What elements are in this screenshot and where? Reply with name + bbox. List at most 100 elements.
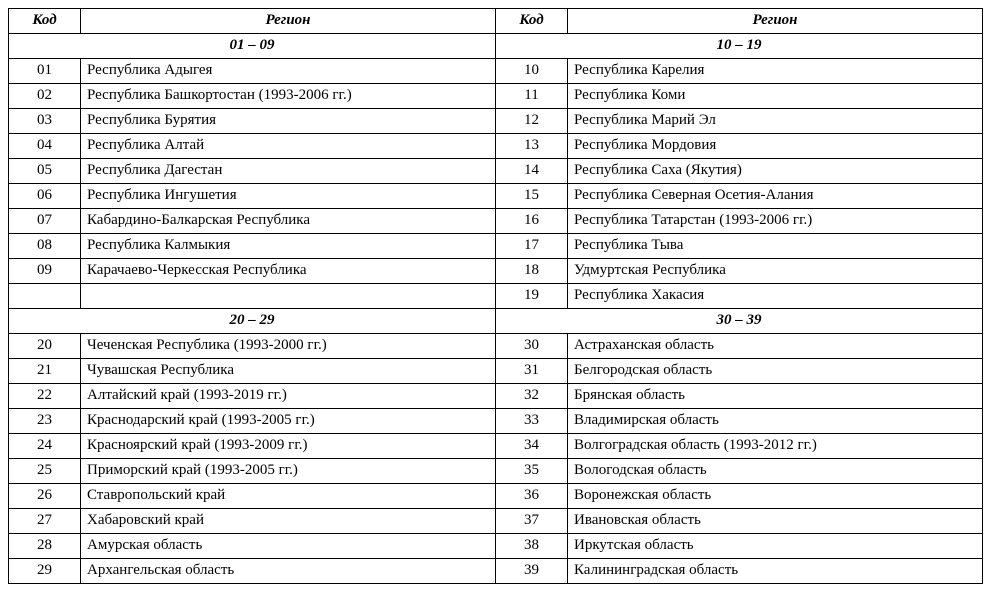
code-cell: 13 [496,134,568,159]
region-cell: Карачаево-Черкесская Республика [81,259,496,284]
col-header-region-right: Регион [568,9,983,34]
code-cell: 32 [496,384,568,409]
table-row: 03Республика Бурятия12Республика Марий Э… [9,109,983,134]
table-row: 09Карачаево-Черкесская Республика18Удмур… [9,259,983,284]
region-cell: Амурская область [81,534,496,559]
region-cell: Калининградская область [568,559,983,584]
code-cell: 29 [9,559,81,584]
region-cell: Республика Хакасия [568,284,983,309]
table-row: 26Ставропольский край36Воронежская облас… [9,484,983,509]
code-cell: 18 [496,259,568,284]
table-row: 29Архангельская область39Калининградская… [9,559,983,584]
region-cell: Республика Саха (Якутия) [568,159,983,184]
region-cell: Республика Ингушетия [81,184,496,209]
region-cell: Чувашская Республика [81,359,496,384]
region-cell: Иркутская область [568,534,983,559]
code-cell: 06 [9,184,81,209]
code-cell: 04 [9,134,81,159]
region-cell: Республика Коми [568,84,983,109]
table-row: 01Республика Адыгея10Республика Карелия [9,59,983,84]
code-cell: 38 [496,534,568,559]
region-cell: Республика Татарстан (1993-2006 гг.) [568,209,983,234]
code-cell: 25 [9,459,81,484]
table-row: 28Амурская область38Иркутская область [9,534,983,559]
code-cell: 24 [9,434,81,459]
region-cell: Краснодарский край (1993-2005 гг.) [81,409,496,434]
code-cell: 28 [9,534,81,559]
code-cell: 34 [496,434,568,459]
code-cell: 36 [496,484,568,509]
group-header-right: 10 – 19 [496,34,983,59]
region-cell: Республика Марий Эл [568,109,983,134]
region-cell: Хабаровский край [81,509,496,534]
col-header-code-right: Код [496,9,568,34]
region-cell: Владимирская область [568,409,983,434]
table-row: 06Республика Ингушетия15Республика Север… [9,184,983,209]
col-header-code-left: Код [9,9,81,34]
code-cell: 22 [9,384,81,409]
region-cell: Республика Северная Осетия-Алания [568,184,983,209]
col-header-region-left: Регион [81,9,496,34]
region-cell: Астраханская область [568,334,983,359]
region-cell: Ставропольский край [81,484,496,509]
code-cell: 35 [496,459,568,484]
region-cell: Республика Адыгея [81,59,496,84]
table-row: 02Республика Башкортостан (1993-2006 гг.… [9,84,983,109]
code-cell: 37 [496,509,568,534]
region-cell: Удмуртская Республика [568,259,983,284]
region-cell: Приморский край (1993-2005 гг.) [81,459,496,484]
code-cell: 07 [9,209,81,234]
region-cell: Ивановская область [568,509,983,534]
code-cell: 15 [496,184,568,209]
table-row: 05Республика Дагестан14Республика Саха (… [9,159,983,184]
code-cell: 11 [496,84,568,109]
region-cell: Республика Тыва [568,234,983,259]
table-row: 27Хабаровский край37Ивановская область [9,509,983,534]
table-row: 07Кабардино-Балкарская Республика16Респу… [9,209,983,234]
region-cell: Алтайский край (1993-2019 гг.) [81,384,496,409]
region-cell: Архангельская область [81,559,496,584]
region-cell: Кабардино-Балкарская Республика [81,209,496,234]
region-cell: Волгоградская область (1993-2012 гг.) [568,434,983,459]
table-row: 08Республика Калмыкия17Республика Тыва [9,234,983,259]
code-cell: 19 [496,284,568,309]
group-header-left: 01 – 09 [9,34,496,59]
region-cell: Республика Калмыкия [81,234,496,259]
code-cell: 05 [9,159,81,184]
region-cell: Республика Мордовия [568,134,983,159]
region-cell: Красноярский край (1993-2009 гг.) [81,434,496,459]
code-cell: 26 [9,484,81,509]
table-row: 24Красноярский край (1993-2009 гг.)34Вол… [9,434,983,459]
region-cell: Республика Алтай [81,134,496,159]
group-header-row: 01 – 0910 – 19 [9,34,983,59]
region-cell: Белгородская область [568,359,983,384]
code-cell: 21 [9,359,81,384]
group-header-right: 30 – 39 [496,309,983,334]
group-header-row: 20 – 2930 – 39 [9,309,983,334]
region-cell: Воронежская область [568,484,983,509]
code-cell: 09 [9,259,81,284]
code-cell: 12 [496,109,568,134]
code-cell: 02 [9,84,81,109]
table-header-row: Код Регион Код Регион [9,9,983,34]
code-cell: 39 [496,559,568,584]
code-cell: 03 [9,109,81,134]
region-cell: Республика Дагестан [81,159,496,184]
code-cell: 20 [9,334,81,359]
code-cell: 30 [496,334,568,359]
table-row: 20Чеченская Республика (1993-2000 гг.)30… [9,334,983,359]
code-cell: 10 [496,59,568,84]
table-row: 22Алтайский край (1993-2019 гг.)32Брянск… [9,384,983,409]
code-cell: 14 [496,159,568,184]
table-row: 19Республика Хакасия [9,284,983,309]
table-row: 23Краснодарский край (1993-2005 гг.)33Вл… [9,409,983,434]
region-cell: Брянская область [568,384,983,409]
empty-cell [9,284,81,309]
code-cell: 08 [9,234,81,259]
code-cell: 33 [496,409,568,434]
region-cell: Чеченская Республика (1993-2000 гг.) [81,334,496,359]
group-header-left: 20 – 29 [9,309,496,334]
table-row: 21Чувашская Республика31Белгородская обл… [9,359,983,384]
code-cell: 01 [9,59,81,84]
code-cell: 27 [9,509,81,534]
